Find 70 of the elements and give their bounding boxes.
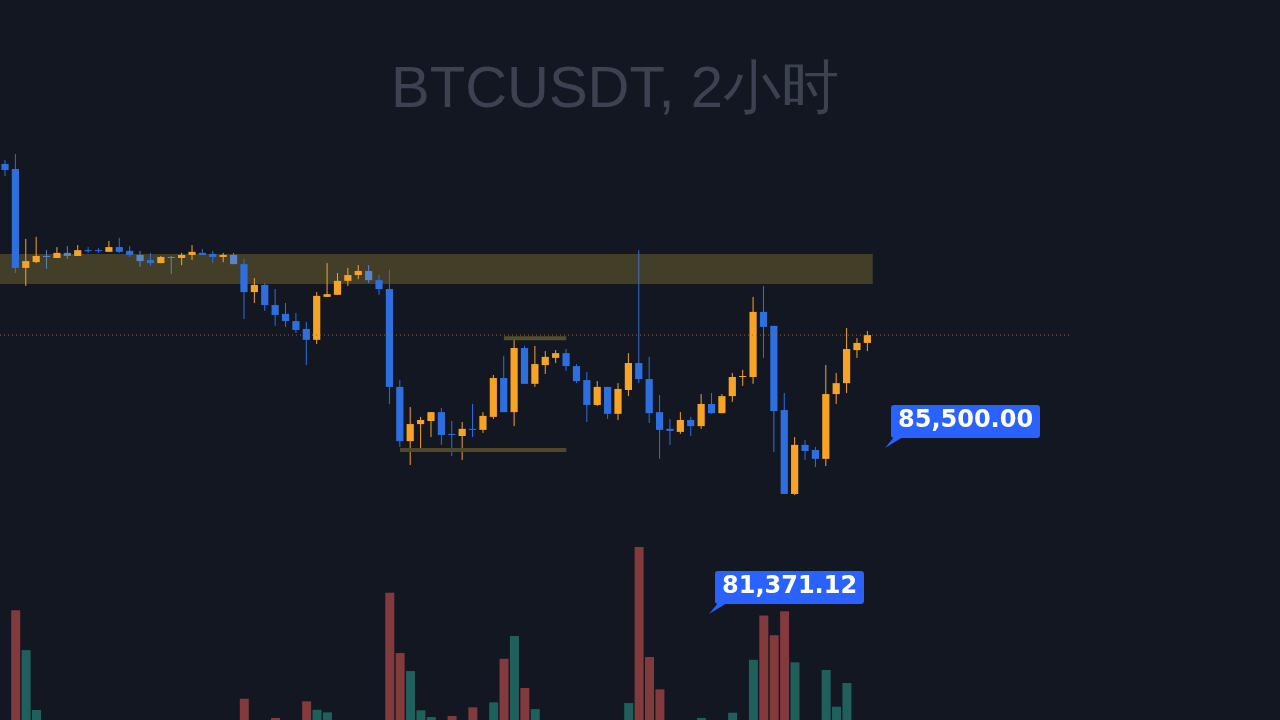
bar: [530, 709, 540, 720]
candlestick: [707, 392, 716, 415]
bar: [447, 716, 457, 720]
candlestick: [697, 393, 705, 430]
bar: [790, 662, 800, 720]
bar: [759, 615, 769, 720]
candlestick: [167, 255, 175, 275]
candlestick: [739, 369, 747, 387]
candlestick: [811, 446, 820, 468]
candlestick: [448, 420, 456, 457]
candlestick: [479, 411, 487, 434]
candlestick: [375, 274, 383, 296]
text: 85,500.00: [891, 405, 1041, 438]
candlestick: [42, 249, 51, 270]
candlestick: [437, 407, 445, 446]
bar: [270, 717, 280, 720]
candlestick: [635, 249, 643, 384]
candlestick: [323, 262, 331, 298]
candlestick: [427, 411, 435, 438]
bar: [489, 702, 499, 720]
candlestick: [302, 321, 310, 366]
candlestick: [562, 348, 570, 372]
annotation: 81,371.12: [715, 571, 865, 604]
candlestick: [458, 421, 466, 461]
candlestick: [188, 244, 196, 261]
candlestick: [853, 337, 861, 359]
candlestick: [292, 312, 300, 334]
bar: [624, 703, 634, 720]
candlestick: [687, 416, 695, 437]
candlestick: [655, 394, 664, 460]
candlestick: [271, 288, 279, 327]
bar: [728, 712, 738, 720]
candlestick: [32, 236, 40, 264]
candlestick: [333, 272, 342, 296]
candlestick: [593, 380, 601, 407]
candlestick: [281, 302, 290, 328]
bar: [748, 659, 758, 720]
candlestick: [666, 418, 674, 446]
candlestick: [406, 406, 414, 466]
bar: [520, 688, 530, 720]
candlestick: [344, 267, 352, 287]
candlestick: [250, 277, 258, 304]
bar: [302, 701, 312, 720]
candlestick: [759, 285, 768, 359]
bar: [468, 707, 478, 720]
candlestick: [572, 363, 581, 384]
bar: [499, 658, 509, 720]
candlestick: [53, 246, 61, 259]
candlestick: [22, 238, 30, 287]
candlestick: [417, 416, 425, 450]
candlestick: [531, 345, 539, 388]
bar: [696, 717, 706, 720]
candlestick: [1, 159, 9, 177]
bar: [509, 636, 519, 720]
bar: [11, 610, 21, 720]
bar: [426, 717, 436, 720]
candlestick: [728, 372, 736, 403]
candlestick: [261, 282, 269, 312]
candlestick: [541, 350, 549, 375]
candlestick: [84, 246, 92, 254]
candlestick: [468, 403, 477, 438]
bar: [239, 698, 249, 720]
bar: [395, 653, 405, 720]
candlestick: [801, 439, 809, 461]
candlestick: [863, 330, 871, 352]
candlestick: [676, 411, 684, 435]
bar: [385, 592, 395, 720]
candlestick: [136, 250, 144, 268]
candlestick: [832, 372, 840, 405]
candlestick: [105, 240, 113, 253]
